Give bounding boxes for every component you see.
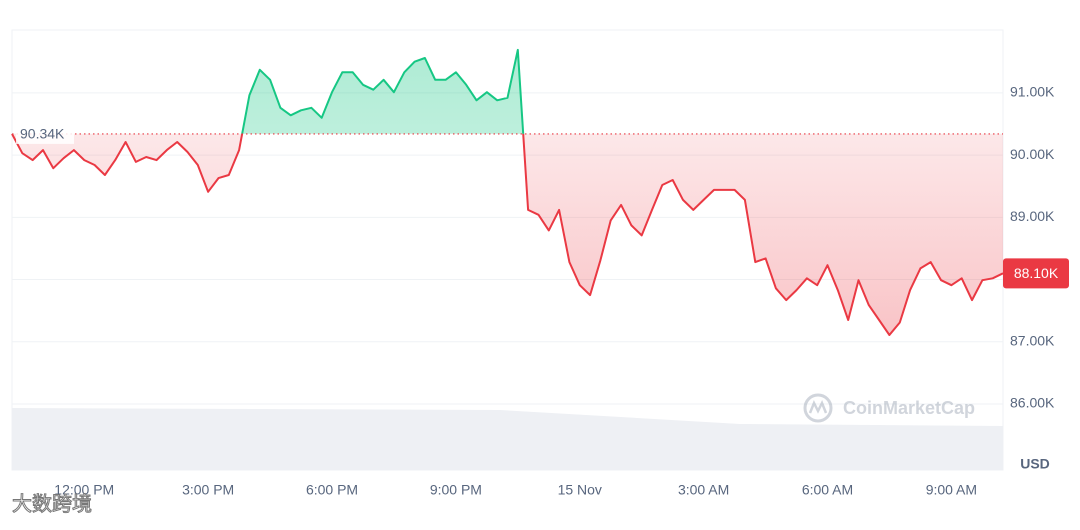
volume-area	[12, 408, 1003, 470]
watermark: CoinMarketCap	[803, 393, 975, 423]
watermark-text: CoinMarketCap	[843, 398, 975, 418]
area-fill	[12, 133, 1003, 335]
y-axis-label: USD	[1020, 456, 1050, 472]
baseline-label-bg	[16, 123, 74, 144]
current-price-label: 88.10K	[1014, 265, 1059, 281]
price-line	[11, 133, 1004, 336]
x-tick-label: 9:00 PM	[430, 482, 482, 498]
x-tick-label: 9:00 AM	[926, 482, 977, 498]
x-tick-label: 12:00 PM	[54, 482, 114, 498]
current-price-tag	[1003, 258, 1069, 289]
x-tick-label: 6:00 AM	[802, 482, 853, 498]
x-tick-label: 15 Nov	[558, 482, 602, 498]
y-tick-label: 91.00K	[1010, 84, 1055, 100]
y-tick-label: 89.00K	[1010, 208, 1055, 224]
y-tick-label: 87.00K	[1010, 332, 1055, 348]
price-line	[11, 48, 525, 134]
x-tick-label: 3:00 AM	[678, 482, 729, 498]
y-tick-label: 90.00K	[1010, 146, 1055, 162]
baseline-label: 90.34K	[20, 126, 65, 142]
x-tick-label: 3:00 PM	[182, 482, 234, 498]
corner-watermark: 大数跨境	[12, 492, 92, 515]
x-tick-label: 6:00 PM	[306, 482, 358, 498]
y-tick-label: 86.00K	[1010, 395, 1055, 411]
